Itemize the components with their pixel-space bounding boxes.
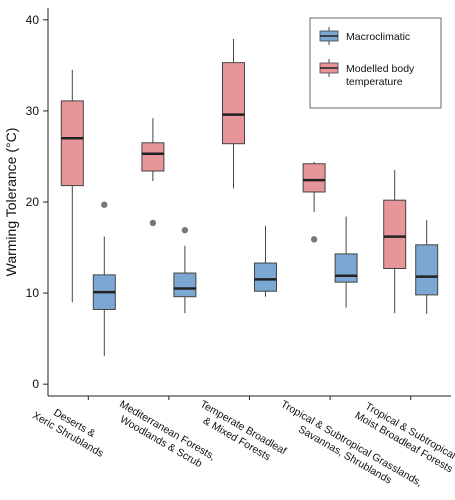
y-tick-label: 10 [26,286,40,300]
box [383,199,407,269]
box [60,100,84,187]
box [415,244,439,296]
legend-label: Modelled body [346,63,415,75]
box [302,163,326,193]
outlier [310,236,318,243]
box [173,272,197,298]
box [141,142,165,172]
y-tick-label: 0 [32,377,39,391]
legend-label: temperature [346,76,403,88]
legend-label: Macroclimatic [346,31,410,43]
outlier [149,219,157,227]
y-tick-label: 20 [26,195,40,209]
box [222,62,245,145]
box [334,253,358,283]
y-axis-label: Warming Tolerance (°C) [3,128,19,277]
category-label: Tropical & Subtropical Grasslands,Savann… [279,398,425,489]
outlier [101,201,108,208]
box [254,262,277,292]
y-tick-label: 40 [26,13,40,27]
category-label: Deserts &Xeric Shrublands [30,407,105,460]
y-tick-label: 30 [26,104,40,118]
outlier [181,227,189,234]
